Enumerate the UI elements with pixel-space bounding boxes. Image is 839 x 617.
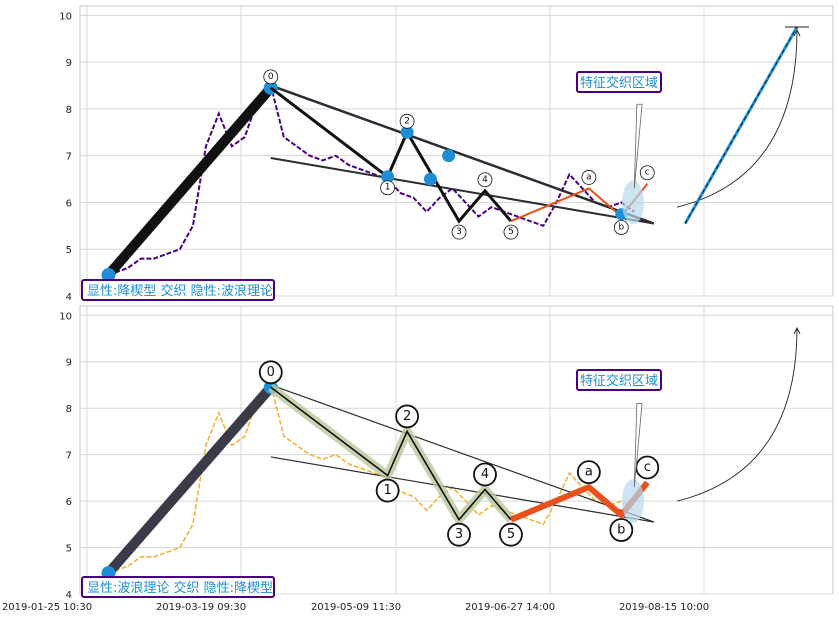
callout-pointer — [633, 403, 643, 488]
wedge-lower-line — [270, 456, 654, 523]
wave-path — [270, 386, 512, 522]
zone-label-box — [576, 369, 662, 391]
projection-leg-dash — [684, 26, 798, 224]
price-series-line — [101, 383, 635, 577]
pivot-point — [423, 172, 437, 186]
pivot-point — [400, 125, 414, 139]
wave-label: 5 — [508, 227, 514, 237]
wave-label: 0 — [268, 72, 274, 82]
wave-label-circle — [258, 360, 283, 385]
wave-label-circle — [639, 165, 655, 181]
y-tick-label: 9 — [66, 358, 72, 369]
wedge-lower-line — [270, 157, 654, 225]
wave-label-circle — [451, 224, 467, 240]
wave-label-circle — [609, 518, 634, 542]
y-tick-label: 5 — [66, 544, 72, 555]
plot-area-top — [79, 5, 834, 297]
wedge-upper-line — [270, 384, 654, 523]
pattern-label-box — [81, 279, 275, 301]
feature-zone-blob — [621, 180, 644, 225]
wave-label-circle — [473, 462, 497, 487]
wave-label: 1 — [385, 183, 391, 193]
wave-label-circle — [399, 113, 415, 129]
x-tick-label: 2019-08-15 10:00 — [619, 602, 709, 613]
impulse-leg — [103, 82, 276, 280]
forecast-arc — [677, 29, 798, 208]
y-tick-label: 7 — [66, 152, 72, 163]
pattern-label-text: 显性:波浪理论 交织 隐性:降楔型 — [87, 580, 273, 596]
forecast-arrow-head — [793, 326, 801, 335]
impulse-leg — [103, 382, 276, 579]
y-tick-label: 4 — [66, 292, 72, 303]
forecast-arc — [677, 327, 798, 502]
y-tick-label: 10 — [59, 11, 72, 22]
wave-label: 1 — [383, 483, 391, 498]
pattern-label-text: 显性:降楔型 交织 隐性:波浪理论 — [87, 283, 273, 299]
wave-label-circle — [375, 478, 400, 503]
y-tick-label: 7 — [66, 451, 72, 462]
impulse-start-point — [101, 267, 116, 282]
wave-label: 4 — [482, 175, 488, 185]
y-tick-label: 5 — [66, 245, 72, 256]
x-tick-label: 2019-01-25 10:30 — [2, 602, 92, 613]
wave-label-circle — [503, 224, 519, 240]
pattern-label-box — [81, 576, 275, 598]
wave-label: a — [585, 465, 593, 480]
wave-label-circle — [477, 172, 493, 188]
wave-label: 5 — [507, 527, 515, 542]
plot-area-bottom — [79, 305, 834, 595]
wave-label: c — [644, 460, 651, 475]
x-tick-label: 2019-06-27 14:00 — [465, 602, 555, 613]
wave-label-circle — [499, 522, 523, 547]
x-tick-label: 2019-05-09 11:30 — [311, 602, 401, 613]
pivot-point — [381, 170, 395, 184]
y-tick-label: 6 — [66, 198, 72, 209]
y-tick-label: 9 — [66, 58, 72, 69]
wave-label: c — [645, 168, 650, 178]
wave-label-circle — [263, 69, 279, 85]
y-tick-label: 4 — [66, 590, 72, 601]
pivot-point — [442, 149, 456, 163]
wave-label: 2 — [404, 116, 410, 126]
wave-label: 2 — [403, 409, 411, 424]
wave-label-circle — [395, 404, 419, 429]
wedge-upper-line — [270, 84, 655, 225]
feature-zone-blob — [621, 479, 644, 524]
wave-label: b — [618, 222, 624, 232]
wave-label-circle — [613, 220, 629, 235]
y-tick-label: 8 — [66, 404, 72, 415]
zone-label-text: 特征交织区域 — [580, 75, 658, 91]
wave-label-circle — [576, 460, 601, 485]
wave-label: b — [617, 523, 625, 538]
y-tick-label: 6 — [66, 497, 72, 508]
y-tick-label: 10 — [59, 311, 72, 322]
wave-label: a — [586, 172, 592, 182]
zone-label-text: 特征交织区域 — [580, 373, 658, 389]
callout-pointer — [633, 103, 643, 189]
wave-label: 0 — [267, 365, 275, 380]
wave-label-circle — [380, 180, 396, 196]
price-series-line — [101, 83, 635, 279]
wave-label-circle — [581, 170, 597, 185]
wave-label: 4 — [481, 467, 489, 482]
wave-label: 3 — [455, 527, 463, 542]
wave-label-circle — [447, 522, 471, 547]
wave-label: 3 — [456, 227, 462, 237]
zone-label-box — [576, 71, 662, 93]
x-tick-label: 2019-03-19 09:30 — [156, 602, 246, 613]
y-tick-label: 8 — [66, 105, 72, 116]
